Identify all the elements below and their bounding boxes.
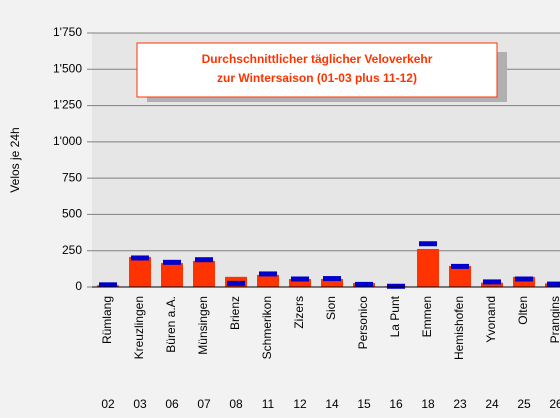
x-tick-label: Zizers	[292, 296, 306, 329]
x-tick-code: 16	[389, 397, 403, 411]
marker	[259, 271, 277, 277]
bar	[513, 276, 535, 287]
marker	[355, 281, 373, 287]
y-tick-label: 500	[62, 207, 82, 221]
x-tick-label: Personico	[356, 296, 370, 350]
x-tick-label: Brienz	[228, 296, 242, 330]
y-axis-label: Velos je 24h	[8, 127, 22, 192]
marker	[291, 276, 309, 282]
x-tick-label: La Punt	[388, 295, 402, 337]
x-tick-label: Kreuzlingen	[132, 296, 146, 359]
x-tick-code: 15	[357, 397, 371, 411]
bar	[161, 263, 183, 287]
x-tick-code: 24	[485, 397, 499, 411]
marker	[419, 241, 437, 247]
x-tick-label: Olten	[516, 296, 530, 325]
bar	[449, 265, 471, 287]
x-tick-code: 14	[325, 397, 339, 411]
title-box	[136, 42, 498, 98]
bar	[257, 274, 279, 287]
x-tick-label: Münsingen	[196, 296, 210, 355]
x-tick-code: 03	[133, 397, 147, 411]
y-tick-label: 1'750	[53, 25, 82, 39]
x-tick-label: Prangins	[548, 296, 560, 343]
chart-title: Durchschnittlicher täglicher Veloverkehr	[202, 52, 433, 66]
x-tick-code: 08	[229, 397, 243, 411]
y-tick-label: 0	[75, 279, 82, 293]
x-tick-code: 23	[453, 397, 467, 411]
x-tick-code: 11	[262, 397, 275, 411]
x-tick-label: Sion	[324, 296, 338, 320]
x-tick-code: 12	[293, 397, 307, 411]
bar	[289, 279, 311, 287]
x-tick-label: Yvonand	[484, 296, 498, 343]
x-tick-code: 06	[165, 397, 179, 411]
marker	[131, 255, 149, 261]
x-tick-code: 26	[549, 397, 560, 411]
marker	[451, 263, 469, 269]
x-tick-code: 25	[517, 397, 531, 411]
marker	[515, 276, 533, 282]
marker	[195, 257, 213, 263]
x-tick-label: Emmen	[420, 296, 434, 337]
marker	[387, 283, 405, 289]
y-tick-label: 250	[62, 243, 82, 257]
x-tick-code: 02	[101, 397, 115, 411]
x-tick-label: Hemishofen	[452, 296, 466, 360]
x-tick-label: Büren a.A.	[164, 296, 178, 353]
marker	[163, 259, 181, 265]
marker	[227, 280, 245, 286]
bar	[321, 279, 343, 287]
marker	[483, 279, 501, 285]
bar	[193, 260, 215, 287]
y-tick-label: 750	[62, 170, 82, 184]
x-tick-label: Schmerikon	[260, 296, 274, 359]
x-tick-label: Rümlang	[100, 296, 114, 344]
x-tick-code: 07	[197, 397, 211, 411]
marker	[323, 276, 341, 282]
y-tick-label: 1'500	[53, 61, 82, 75]
y-tick-label: 1'250	[53, 98, 82, 112]
marker	[99, 282, 117, 288]
y-tick-label: 1'000	[53, 134, 82, 148]
x-tick-code: 18	[421, 397, 435, 411]
bar	[129, 256, 151, 287]
bar	[417, 248, 439, 287]
chart-title: zur Wintersaison (01-03 plus 11-12)	[217, 71, 417, 85]
marker	[547, 281, 560, 287]
bar	[481, 282, 503, 287]
